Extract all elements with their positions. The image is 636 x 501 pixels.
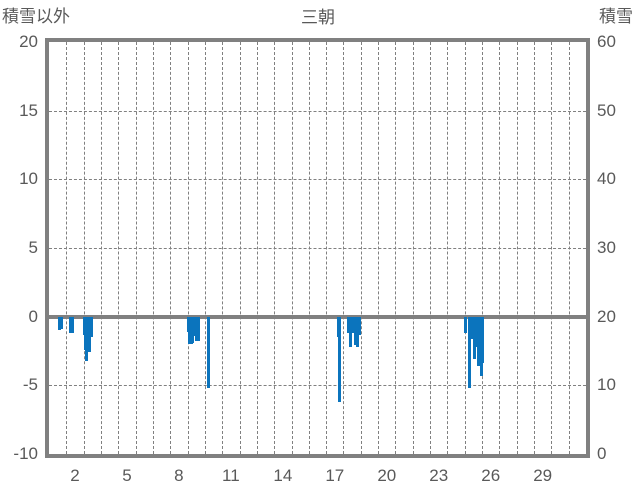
bar xyxy=(464,316,468,334)
bar xyxy=(206,316,210,389)
bar xyxy=(59,316,63,330)
bar xyxy=(89,316,93,338)
y-axis-left-tick-label: -5 xyxy=(22,375,38,395)
y-axis-left-tick-label: 15 xyxy=(19,100,38,120)
y-axis-right-tick-label: 0 xyxy=(597,444,607,463)
x-axis-tick-label: 29 xyxy=(533,466,553,485)
gridline-horizontal xyxy=(49,110,586,112)
bar xyxy=(70,316,74,334)
x-axis-tick-label: 20 xyxy=(377,466,397,485)
plot-area xyxy=(45,38,590,458)
bar xyxy=(479,316,483,376)
y-axis-right-tick-label: 50 xyxy=(597,100,616,120)
bar xyxy=(481,316,485,364)
y-axis-right-labels: 60 50 40 30 20 10 0 xyxy=(597,0,636,501)
y-axis-left-tick-label: 5 xyxy=(28,238,38,257)
x-axis-tick-label: 5 xyxy=(122,466,132,485)
left-axis-unit-label: 積雪以外 xyxy=(2,7,70,26)
y-axis-right-tick-label: 30 xyxy=(597,238,616,257)
bar xyxy=(196,316,200,342)
x-axis-tick-label: 26 xyxy=(481,466,501,485)
bar xyxy=(193,316,196,336)
x-axis-tick-label: 8 xyxy=(174,466,184,485)
bar xyxy=(357,316,361,335)
bar xyxy=(348,316,352,347)
y-axis-right-tick-label: 60 xyxy=(597,32,616,51)
x-axis-tick-label: 17 xyxy=(325,466,345,485)
y-axis-left-tick-label: -10 xyxy=(13,444,38,463)
bar xyxy=(354,316,358,346)
y-axis-right-tick-label: 40 xyxy=(597,169,616,189)
bar xyxy=(194,316,198,342)
gridline-horizontal xyxy=(49,385,586,387)
gridline-horizontal xyxy=(49,248,586,249)
chart-title: 三朝 xyxy=(301,8,335,27)
y-axis-left-labels: 20 15 10 5 0 -5 -10 xyxy=(0,0,38,501)
y-axis-right-tick-label: 20 xyxy=(597,306,616,326)
y-axis-left-tick-label: 10 xyxy=(19,169,38,189)
bar xyxy=(477,316,481,367)
bar xyxy=(190,316,194,343)
x-axis-tick-label: 23 xyxy=(429,466,449,485)
y-axis-right-tick-label: 10 xyxy=(597,375,616,395)
plot-inner xyxy=(49,42,586,454)
gridline-horizontal xyxy=(49,179,586,181)
x-axis-tick-label: 2 xyxy=(70,466,80,485)
bar xyxy=(471,316,475,339)
y-axis-left-tick-label: 0 xyxy=(28,306,38,326)
bar xyxy=(352,316,356,332)
bar xyxy=(347,316,351,334)
bar xyxy=(338,316,342,402)
bar xyxy=(472,316,476,360)
bar xyxy=(350,316,354,334)
x-axis-tick-label: 11 xyxy=(222,466,240,485)
y-axis-left-tick-label: 20 xyxy=(19,32,38,51)
bar xyxy=(85,316,89,361)
zero-baseline xyxy=(49,314,586,319)
right-axis-unit-label: 積雪 xyxy=(599,7,633,26)
bar xyxy=(475,316,479,347)
x-axis-tick-label: 14 xyxy=(273,466,293,485)
bar xyxy=(355,316,359,347)
bar xyxy=(468,316,472,389)
